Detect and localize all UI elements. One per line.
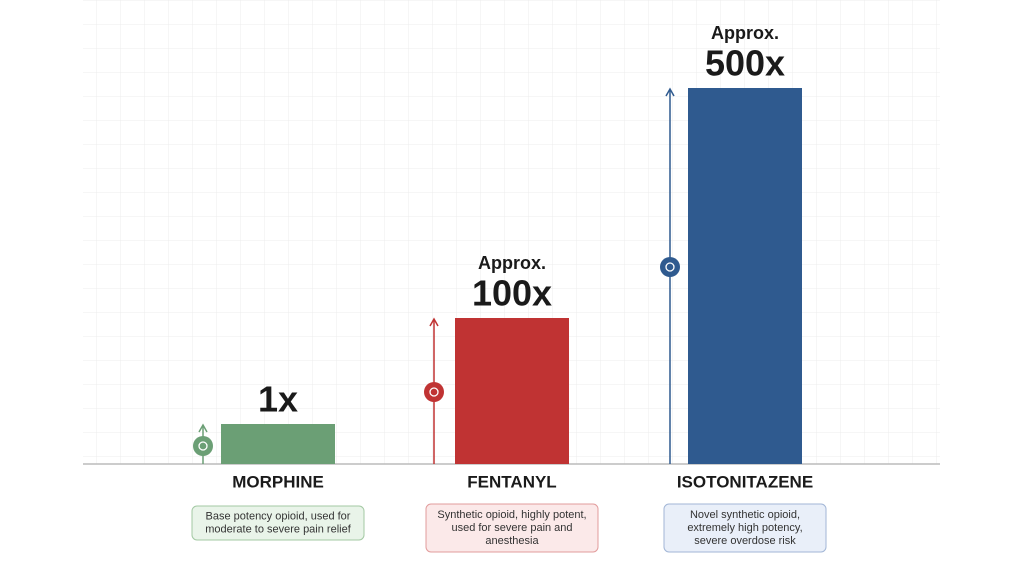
potency-label: 500x (705, 43, 785, 84)
description-box (191, 505, 365, 541)
arrow-head (429, 317, 439, 327)
bar (455, 318, 569, 464)
potency-label: 100x (472, 273, 552, 314)
description-line: anesthesia (485, 535, 539, 547)
icon-detail (198, 441, 208, 451)
description-line: used for severe pain and (451, 522, 572, 534)
description-line: Base potency opioid, used for (206, 510, 351, 522)
description-line: Synthetic opioid, highly potent, (437, 509, 586, 521)
description-box (663, 503, 827, 553)
arrow-head (198, 423, 208, 433)
icon (660, 257, 680, 277)
bar (221, 424, 335, 464)
potency-label: 1x (258, 379, 298, 420)
icon (424, 382, 444, 402)
approx-label: Approx. (711, 23, 779, 43)
description-box (425, 503, 599, 553)
description-line: moderate to severe pain relief (205, 523, 351, 535)
icon (193, 436, 213, 456)
description-line: severe overdose risk (694, 535, 796, 547)
category-label: MORPHINE (232, 472, 324, 491)
category-label: ISOTONITAZENE (677, 472, 813, 491)
bar (688, 88, 802, 464)
arrow-head (665, 87, 675, 97)
icon-detail (429, 387, 439, 397)
description-line: extremely high potency, (687, 522, 802, 534)
description-line: Novel synthetic opioid, (690, 509, 800, 521)
category-label: FENTANYL (467, 472, 556, 491)
icon-detail (665, 262, 675, 272)
approx-label: Approx. (478, 253, 546, 273)
